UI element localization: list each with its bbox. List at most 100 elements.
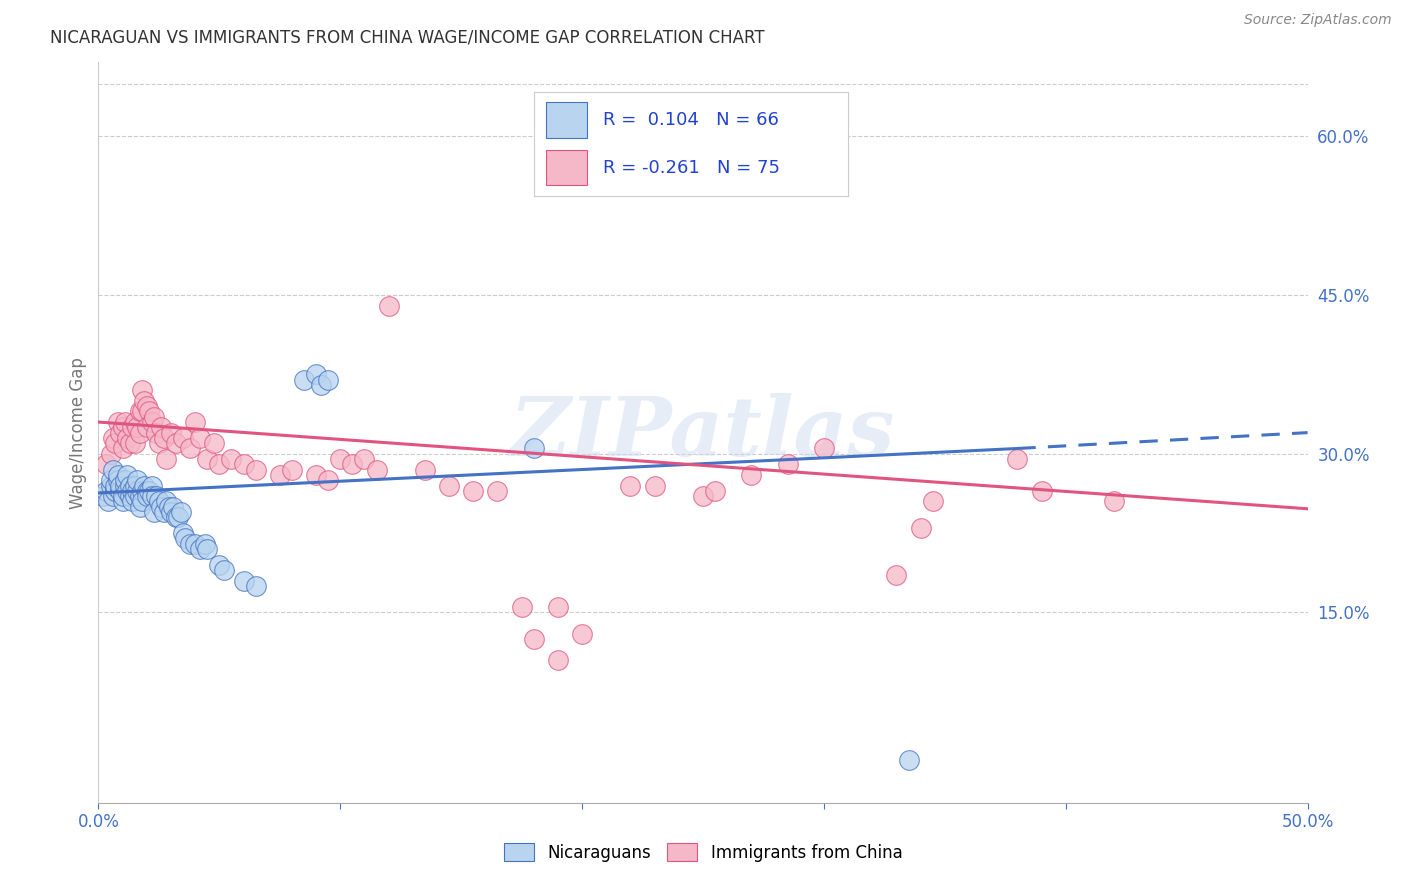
Point — [111, 494, 134, 508]
Point — [195, 452, 218, 467]
Point — [281, 462, 304, 476]
Point — [169, 505, 191, 519]
Point — [184, 537, 207, 551]
Point — [148, 494, 170, 508]
Point — [188, 541, 211, 556]
Point — [776, 458, 799, 472]
Point — [131, 483, 153, 498]
Point — [167, 510, 190, 524]
Point — [921, 494, 943, 508]
Point — [91, 489, 114, 503]
Point — [143, 409, 166, 424]
Point — [108, 478, 131, 492]
Point — [644, 478, 666, 492]
Point — [131, 494, 153, 508]
Point — [157, 500, 180, 514]
Point — [292, 373, 315, 387]
Point — [194, 537, 217, 551]
Point — [124, 436, 146, 450]
Point — [128, 404, 150, 418]
Point — [107, 473, 129, 487]
Point — [740, 467, 762, 482]
Point — [366, 462, 388, 476]
Point — [212, 563, 235, 577]
Point — [104, 436, 127, 450]
Point — [329, 452, 352, 467]
Point — [165, 436, 187, 450]
Point — [135, 483, 157, 498]
Point — [114, 473, 136, 487]
Point — [141, 415, 163, 429]
Point — [128, 425, 150, 440]
Point — [208, 558, 231, 572]
Point — [316, 373, 339, 387]
Point — [232, 574, 254, 588]
Legend: Nicaraguans, Immigrants from China: Nicaraguans, Immigrants from China — [496, 837, 910, 869]
Point — [131, 404, 153, 418]
Point — [886, 568, 908, 582]
Point — [155, 494, 177, 508]
Point — [100, 473, 122, 487]
Point — [162, 500, 184, 514]
Point — [131, 384, 153, 398]
Point — [128, 489, 150, 503]
Point — [353, 452, 375, 467]
Point — [305, 368, 328, 382]
Point — [510, 600, 533, 615]
Point — [138, 483, 160, 498]
Point — [152, 431, 174, 445]
Point — [342, 458, 364, 472]
Point — [127, 483, 149, 498]
Point — [571, 626, 593, 640]
Point — [309, 378, 332, 392]
Point — [704, 483, 727, 498]
Point — [523, 632, 546, 646]
Point — [117, 431, 139, 445]
Point — [117, 483, 139, 498]
Point — [108, 483, 131, 498]
Point — [141, 489, 163, 503]
Point — [118, 478, 141, 492]
Point — [143, 505, 166, 519]
Point — [377, 299, 399, 313]
Point — [127, 420, 149, 434]
Point — [94, 483, 117, 498]
Point — [305, 467, 328, 482]
Point — [118, 489, 141, 503]
Point — [135, 489, 157, 503]
Y-axis label: Wage/Income Gap: Wage/Income Gap — [69, 357, 87, 508]
Point — [124, 415, 146, 429]
Point — [118, 436, 141, 450]
Point — [523, 442, 546, 456]
Point — [910, 521, 932, 535]
Point — [107, 415, 129, 429]
Point — [813, 442, 835, 456]
Point — [897, 754, 920, 768]
Point — [619, 478, 641, 492]
Point — [174, 532, 197, 546]
Point — [245, 579, 267, 593]
Point — [269, 467, 291, 482]
Point — [316, 473, 339, 487]
Point — [692, 489, 714, 503]
Point — [232, 458, 254, 472]
Point — [155, 452, 177, 467]
Point — [179, 537, 201, 551]
Point — [145, 425, 167, 440]
Point — [111, 442, 134, 456]
Point — [104, 478, 127, 492]
Point — [145, 489, 167, 503]
Text: ZIPatlas: ZIPatlas — [510, 392, 896, 473]
Point — [463, 483, 485, 498]
Point — [165, 510, 187, 524]
Point — [148, 436, 170, 450]
Point — [740, 151, 762, 165]
Point — [152, 505, 174, 519]
Point — [104, 483, 127, 498]
Point — [121, 420, 143, 434]
Point — [141, 478, 163, 492]
Point — [117, 467, 139, 482]
Point — [150, 500, 173, 514]
Point — [1102, 494, 1125, 508]
Point — [124, 478, 146, 492]
